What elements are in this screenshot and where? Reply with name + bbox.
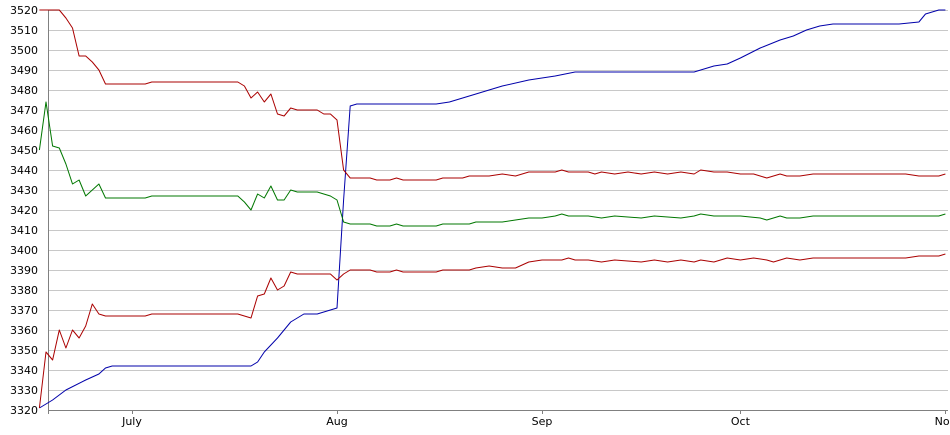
axes <box>48 10 948 414</box>
series-lines <box>38 9 946 409</box>
y-tick-label: 3390 <box>10 264 38 277</box>
series-line-2 <box>39 9 946 181</box>
series-line-4 <box>38 253 946 409</box>
y-tick-label: 3370 <box>10 304 38 317</box>
x-tick-label: Oct <box>731 415 751 428</box>
x-tick-label: Nov <box>935 415 950 428</box>
y-tick-label: 3460 <box>10 124 38 137</box>
y-tick-label: 3360 <box>10 324 38 337</box>
series-line-3 <box>38 101 946 227</box>
y-tick-label: 3440 <box>10 164 38 177</box>
y-tick-label: 3380 <box>10 284 38 297</box>
y-tick-label: 3320 <box>10 404 38 417</box>
y-tick-label: 3340 <box>10 364 38 377</box>
series-line-1 <box>39 9 946 409</box>
y-tick-label: 3400 <box>10 244 38 257</box>
x-tick-label: Sep <box>532 415 553 428</box>
x-tick-label: Aug <box>326 415 347 428</box>
y-tick-label: 3350 <box>10 344 38 357</box>
y-tick-label: 3330 <box>10 384 38 397</box>
y-tick-label: 3520 <box>10 4 38 17</box>
y-tick-label: 3420 <box>10 204 38 217</box>
x-tick-label: July <box>121 415 142 428</box>
y-tick-label: 3500 <box>10 44 38 57</box>
y-tick-label: 3430 <box>10 184 38 197</box>
y-tick-label: 3490 <box>10 64 38 77</box>
y-tick-labels: 3320 3330 3340 3350 3360 3370 3380 3390 3400 3410… <box>10 4 38 417</box>
y-tick-label: 3480 <box>10 84 38 97</box>
grid-lines <box>48 10 948 411</box>
y-tick-label: 3450 <box>10 144 38 157</box>
x-tick-labels: July Aug Sep Oct Nov <box>121 415 950 428</box>
y-tick-label: 3510 <box>10 24 38 37</box>
y-tick-label: 3470 <box>10 104 38 117</box>
y-tick-label: 3410 <box>10 224 38 237</box>
